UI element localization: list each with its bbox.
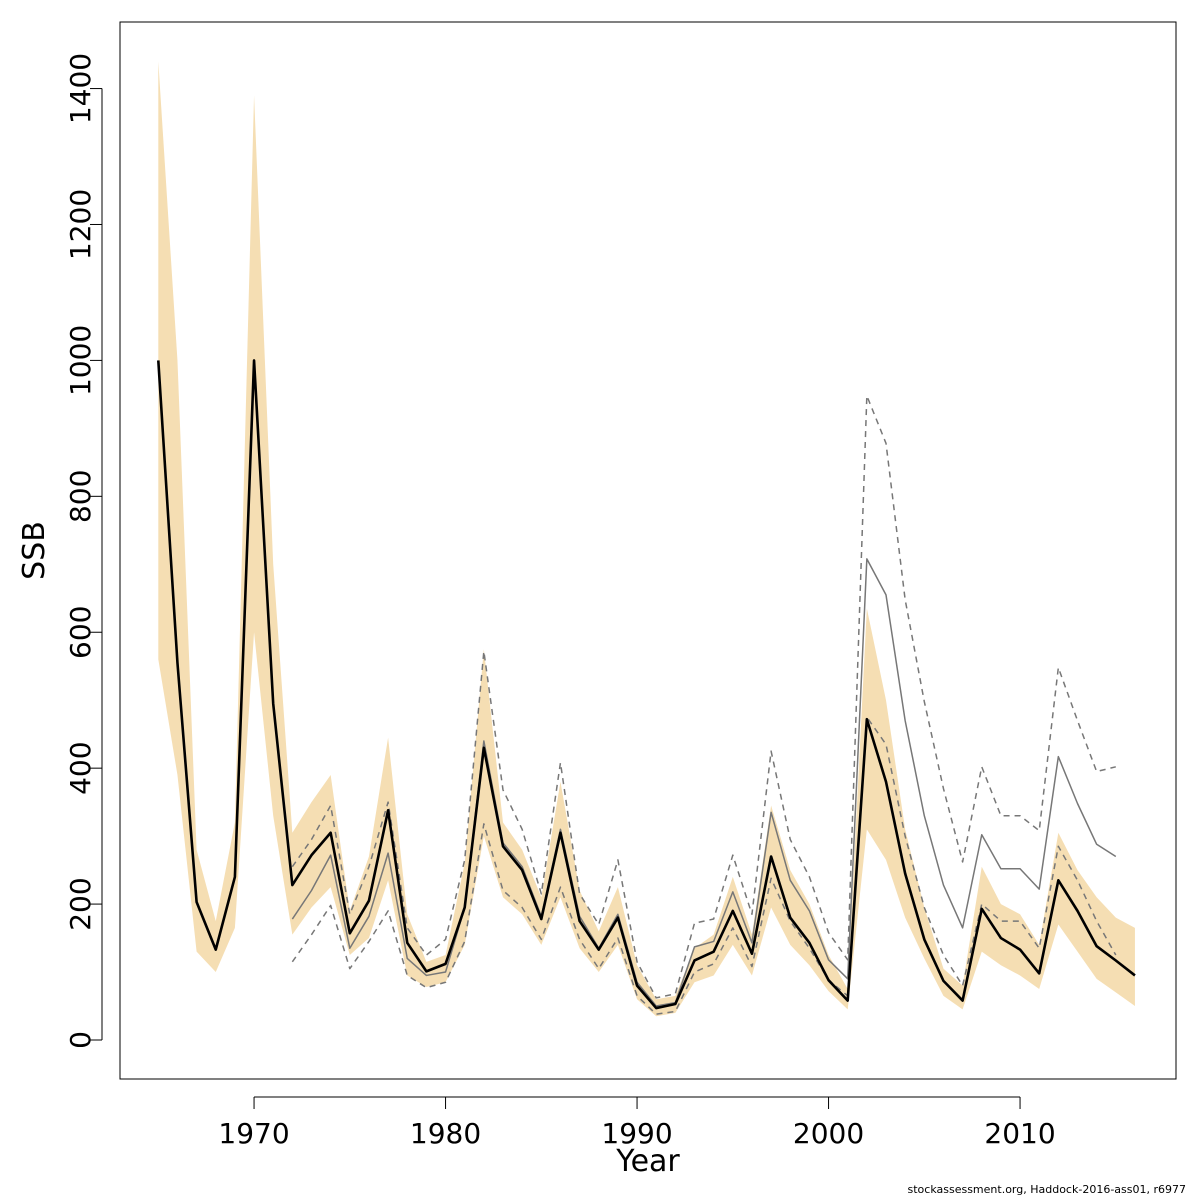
confidence-band [158, 61, 1135, 1017]
y-tick-label: 1200 [64, 189, 97, 260]
previous-lower-dashed-line [291, 716, 1117, 1015]
y-tick-label: 200 [64, 877, 97, 930]
plot-frame [119, 21, 1177, 1080]
y-axis-title: SSB [17, 521, 52, 580]
ssb-estimate-line [157, 359, 1136, 1010]
x-tick-label: 1980 [410, 1117, 481, 1150]
series-lines [157, 359, 1136, 1015]
y-tick-label: 800 [64, 470, 97, 523]
x-axis: 1970 1980 1990 2000 2010 [218, 1096, 1056, 1150]
confidence-band-area [158, 61, 1135, 1017]
previous-upper-dashed-line [291, 394, 1116, 999]
y-tick-label: 600 [64, 606, 97, 659]
x-tick-label: 2000 [793, 1117, 864, 1150]
x-tick-label: 1990 [601, 1117, 672, 1150]
x-tick-label: 2010 [984, 1117, 1055, 1150]
y-tick-label: 1000 [64, 325, 97, 396]
footer-credit: stockassessment.org, Haddock-2016-ass01,… [907, 1183, 1187, 1196]
y-tick-label: 400 [64, 741, 97, 794]
x-axis-title: Year [615, 1144, 680, 1179]
y-tick-label: 1400 [64, 53, 97, 124]
previous-estimate-line [291, 558, 1117, 1007]
y-axis: 0 200 400 600 800 1000 1200 1400 [64, 53, 103, 1049]
x-tick-label: 1970 [218, 1117, 289, 1150]
y-tick-label: 0 [64, 1031, 97, 1049]
